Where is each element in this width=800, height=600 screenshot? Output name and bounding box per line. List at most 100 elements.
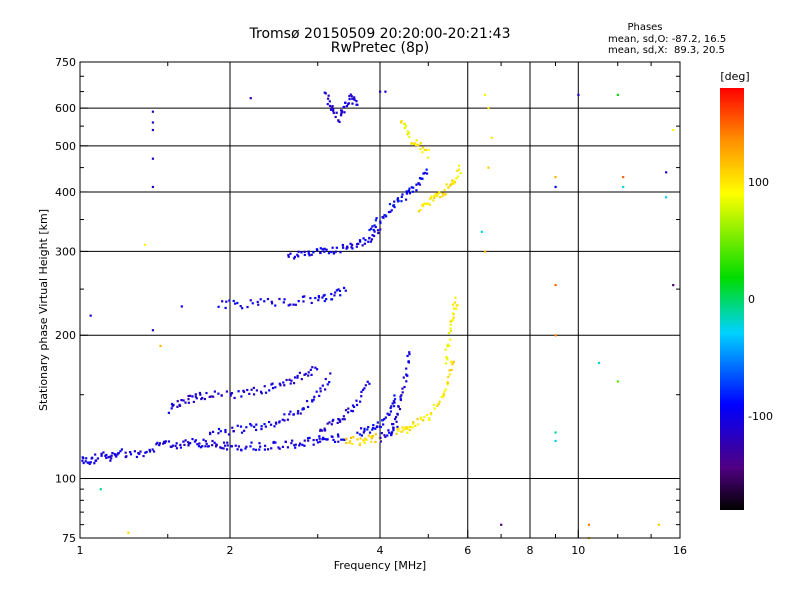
echo-point xyxy=(429,197,432,201)
echo-point xyxy=(436,192,439,195)
echo-point xyxy=(198,391,202,395)
echo-point xyxy=(368,431,372,434)
echo-point xyxy=(301,295,305,298)
echo-point xyxy=(171,404,174,408)
echo-point xyxy=(361,388,365,392)
echo-point xyxy=(360,395,363,398)
echo-point xyxy=(243,429,246,432)
echo-point xyxy=(351,243,354,246)
echo-point xyxy=(326,438,329,441)
echo-point xyxy=(449,323,452,326)
colorbar-ticks: 100 0 -100 xyxy=(748,176,773,423)
echo-point xyxy=(297,250,300,253)
echo-point xyxy=(191,438,194,441)
echo-point xyxy=(120,448,123,451)
echo-point xyxy=(290,442,293,445)
echo-point xyxy=(327,97,330,100)
echo-point xyxy=(325,248,328,251)
echo-point xyxy=(438,191,441,194)
echo-point xyxy=(156,441,159,444)
echo-point xyxy=(500,523,503,526)
echo-point xyxy=(448,373,451,376)
echo-point xyxy=(404,125,408,128)
echo-point xyxy=(382,423,385,426)
echo-point xyxy=(384,435,387,438)
echo-point xyxy=(401,193,404,196)
echo-point xyxy=(441,192,444,195)
echo-point xyxy=(554,185,557,189)
echo-point xyxy=(225,300,228,303)
echo-point xyxy=(312,251,315,254)
echo-point xyxy=(382,216,385,219)
echo-point xyxy=(211,444,214,447)
echo-point xyxy=(282,381,285,384)
echo-point xyxy=(361,244,364,247)
echo-point xyxy=(384,90,387,93)
echo-point xyxy=(311,400,314,403)
echo-point xyxy=(449,184,452,187)
echo-point xyxy=(184,401,187,404)
echo-point xyxy=(353,98,356,101)
echo-point xyxy=(221,300,224,303)
echo-point xyxy=(330,292,333,296)
echo-point xyxy=(403,122,407,126)
echo-point xyxy=(355,245,358,248)
echo-point xyxy=(201,396,204,400)
echo-point xyxy=(189,394,192,397)
echo-point xyxy=(415,143,418,147)
echo-point xyxy=(151,329,155,332)
echo-point xyxy=(436,404,439,408)
echo-point xyxy=(176,400,179,403)
echo-point xyxy=(358,400,362,403)
echo-point xyxy=(402,429,405,432)
echo-point xyxy=(425,172,429,175)
echo-point xyxy=(388,413,391,416)
echo-point xyxy=(324,429,327,432)
echo-point xyxy=(82,461,85,465)
echo-point xyxy=(363,427,366,430)
echo-point xyxy=(328,381,331,384)
echo-point xyxy=(405,426,408,429)
echo-point xyxy=(450,182,453,186)
echo-point xyxy=(410,142,413,145)
echo-point xyxy=(344,289,347,292)
echo-point xyxy=(278,447,281,450)
echo-point xyxy=(312,438,315,442)
echo-point xyxy=(260,392,263,395)
echo-point xyxy=(308,254,311,257)
echo-point xyxy=(343,105,346,109)
echo-point xyxy=(438,400,441,403)
echo-point xyxy=(323,427,326,430)
echo-point xyxy=(365,438,368,441)
echo-point xyxy=(286,446,290,449)
echo-point xyxy=(417,182,420,185)
echo-point xyxy=(323,247,326,250)
echo-point xyxy=(217,392,220,395)
echo-point xyxy=(307,371,310,374)
echo-point xyxy=(302,407,305,410)
echo-point xyxy=(226,444,229,447)
echo-point xyxy=(187,398,190,401)
echo-point xyxy=(258,442,261,445)
echo-point xyxy=(444,388,447,391)
echo-point xyxy=(374,433,377,436)
echo-point xyxy=(205,391,208,395)
echo-point xyxy=(169,445,172,448)
echo-point xyxy=(360,390,363,393)
echo-point xyxy=(349,242,352,245)
echo-point xyxy=(204,440,207,443)
echo-point xyxy=(392,204,396,207)
echo-point xyxy=(258,448,261,451)
echo-point xyxy=(422,172,425,175)
echo-point xyxy=(155,443,158,446)
echo-point xyxy=(314,296,317,300)
echo-point xyxy=(445,183,448,186)
echo-point xyxy=(379,228,382,231)
echo-point xyxy=(411,190,414,193)
echo-point xyxy=(379,90,382,93)
echo-point xyxy=(400,430,403,433)
echo-point xyxy=(443,188,446,192)
echo-point xyxy=(199,393,202,396)
echo-point xyxy=(453,181,457,184)
echo-point xyxy=(289,410,292,413)
